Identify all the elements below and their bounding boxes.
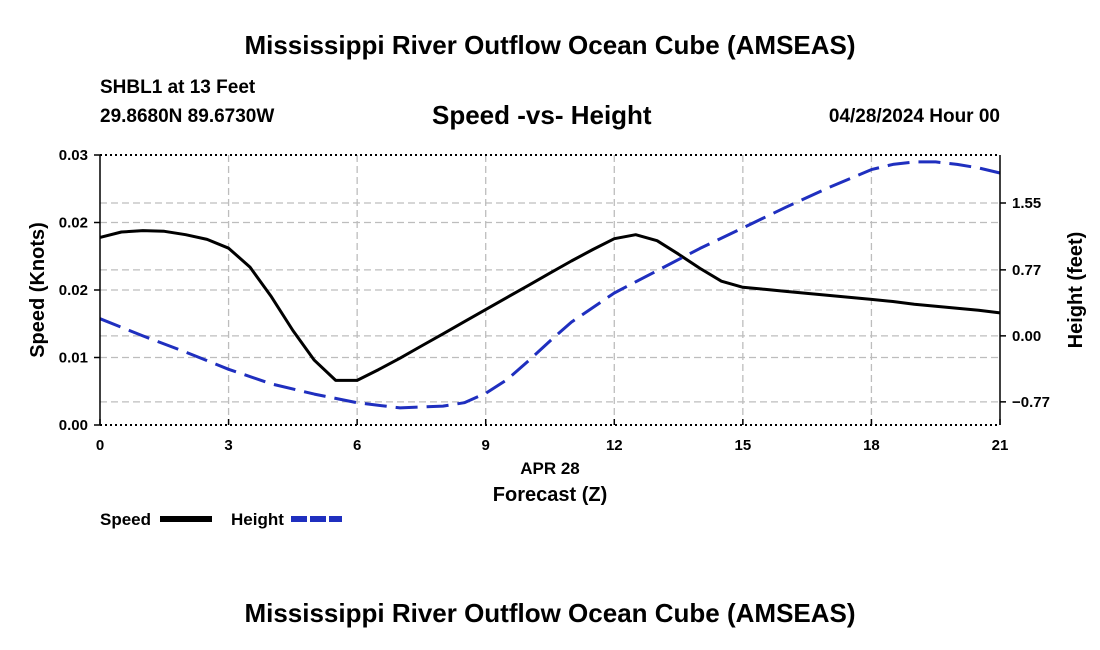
station-label: SHBL1 at 13 Feet bbox=[100, 77, 256, 98]
y-tick-label-1: 0.01 bbox=[59, 350, 88, 367]
forecast-datetime: 04/28/2024 Hour 00 bbox=[828, 106, 1000, 127]
x-tick-label-4: 12 bbox=[606, 437, 623, 454]
x-tick-label-0: 0 bbox=[96, 437, 104, 454]
frame-layer bbox=[94, 154, 1006, 426]
y2-tick-label-0: −0.77 bbox=[1012, 394, 1050, 411]
x-axis-label: Forecast (Z) bbox=[493, 484, 607, 506]
legend-layer: Speed Height bbox=[100, 510, 342, 529]
y-axis-label: Speed (Knots) bbox=[27, 222, 49, 358]
legend-label-speed: Speed bbox=[100, 510, 151, 529]
y-tick-label-2: 0.02 bbox=[59, 282, 88, 299]
x-tick-label-1: 3 bbox=[224, 437, 232, 454]
x-date-label: APR 28 bbox=[520, 459, 580, 478]
y-tick-label-0: 0.00 bbox=[59, 417, 88, 434]
chart-title-top: Mississippi River Outflow Ocean Cube (AM… bbox=[244, 30, 856, 60]
chart-title-bottom: Mississippi River Outflow Ocean Cube (AM… bbox=[244, 598, 856, 628]
legend-label-height: Height bbox=[231, 510, 284, 529]
y2-axis-label: Height (feet) bbox=[1065, 232, 1087, 349]
x-tick-label-6: 18 bbox=[863, 437, 880, 454]
station-coords: 29.8680N 89.6730W bbox=[100, 106, 275, 127]
x-tick-label-5: 15 bbox=[735, 437, 752, 454]
y2-tick-label-1: 0.00 bbox=[1012, 328, 1041, 345]
y-tick-label-3: 0.02 bbox=[59, 215, 88, 232]
grid-layer bbox=[100, 155, 1000, 425]
x-tick-label-3: 9 bbox=[482, 437, 490, 454]
y2-tick-label-2: 0.77 bbox=[1012, 262, 1041, 279]
y2-tick-label-3: 1.55 bbox=[1012, 195, 1041, 212]
series-line-height bbox=[99, 160, 1001, 410]
series-line-speed bbox=[99, 229, 1001, 382]
y-tick-label-4: 0.03 bbox=[59, 147, 88, 164]
label-layer: 0 3 6 9 12 15 18 21 0.00 0.01 0.02 0.02 0.03 −0.77 0.0… bbox=[27, 147, 1087, 506]
series-layer bbox=[99, 160, 1001, 410]
x-tick-label-2: 6 bbox=[353, 437, 361, 454]
chart-subtitle: Speed -vs- Height bbox=[432, 100, 652, 130]
x-tick-label-7: 21 bbox=[992, 437, 1009, 454]
